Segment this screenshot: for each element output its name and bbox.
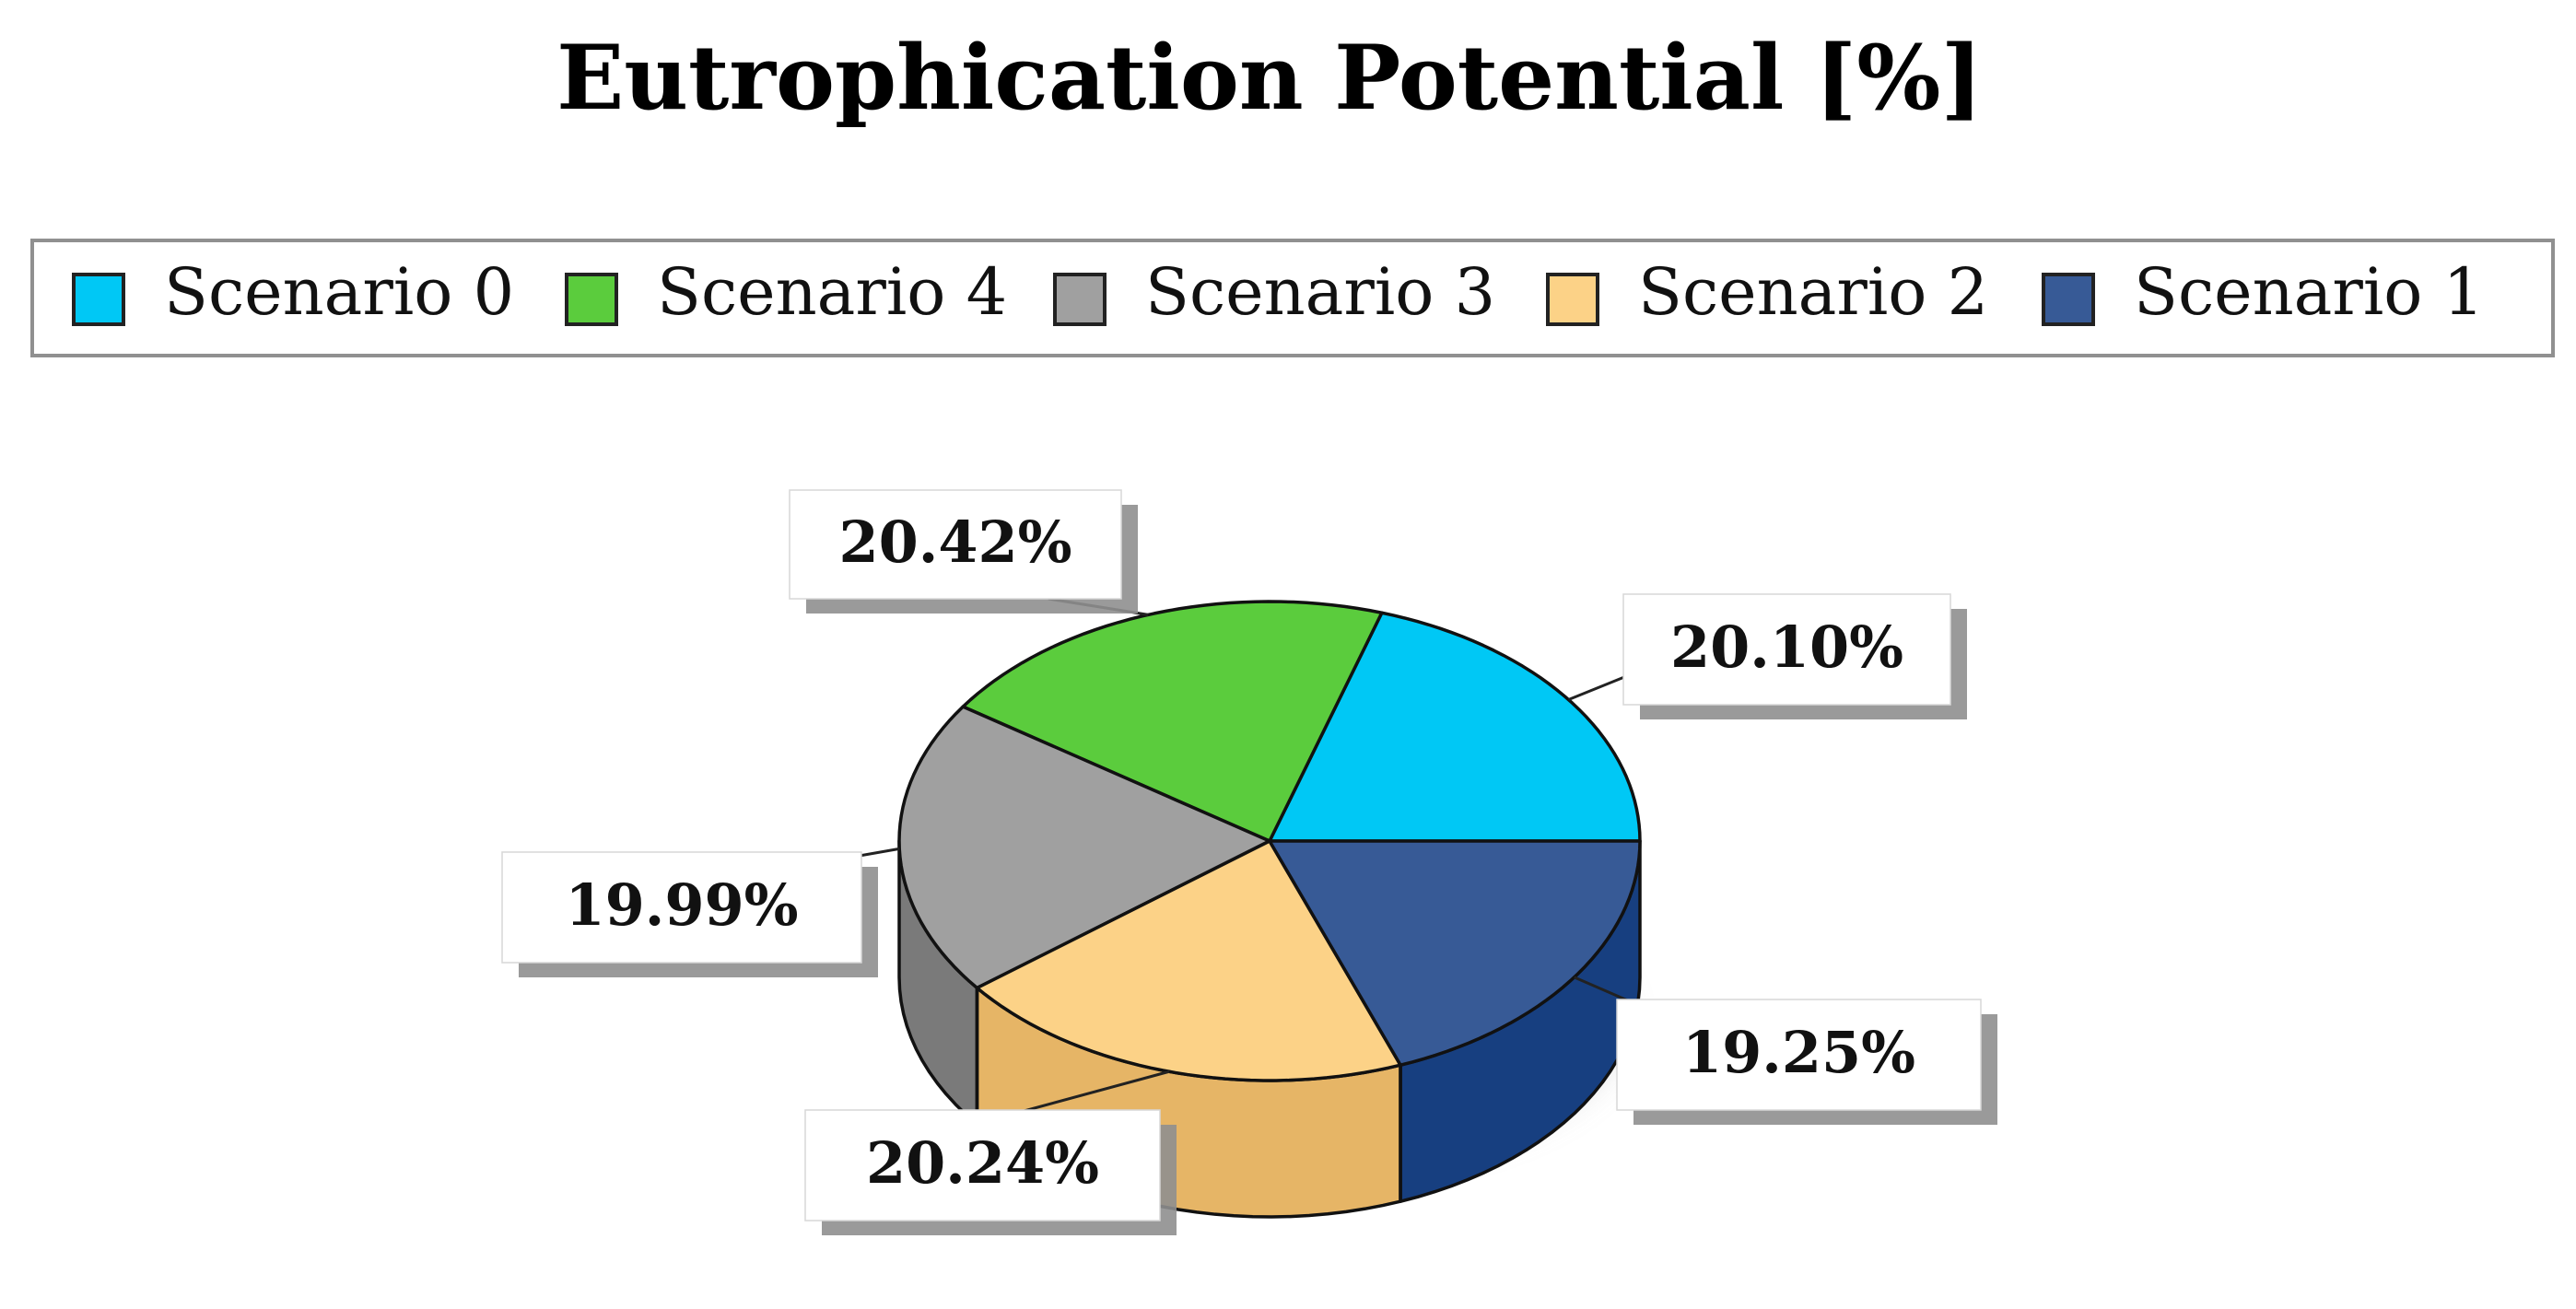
pie-data-label-box-scenario-0 bbox=[1622, 593, 1951, 706]
legend-swatch-scenario-1 bbox=[2042, 273, 2095, 326]
pie-data-label-scenario-4: 20.42% bbox=[789, 489, 1138, 614]
pie-data-label-text-scenario-2: 20.24% bbox=[866, 1129, 1099, 1197]
legend-swatch-scenario-3 bbox=[1053, 273, 1107, 326]
legend-box bbox=[30, 239, 2555, 357]
legend: Scenario 0 Scenario 4 Scenario 3 Scenario 2… bbox=[30, 239, 2555, 357]
pie-data-label-box-scenario-3 bbox=[501, 851, 862, 964]
pie-data-label-box-scenario-1 bbox=[1616, 999, 1982, 1111]
pie-slice-scenario-4 bbox=[961, 600, 1384, 843]
pie-data-label-text-scenario-1: 19.25% bbox=[1682, 1019, 1915, 1086]
legend-swatch-scenario-0 bbox=[72, 273, 125, 326]
pie-data-label-box-scenario-2 bbox=[804, 1109, 1161, 1221]
legend-label-scenario-0: Scenario 0 bbox=[164, 254, 514, 330]
legend-item-scenario-2: Scenario 2 bbox=[1546, 254, 1988, 330]
legend-swatch-scenario-4 bbox=[565, 273, 618, 326]
legend-label-scenario-4: Scenario 4 bbox=[657, 254, 1007, 330]
pie-data-label-text-scenario-0: 20.10% bbox=[1670, 614, 1903, 681]
legend-swatch-scenario-2 bbox=[1546, 273, 1599, 326]
pie-data-label-text-scenario-3: 19.99% bbox=[565, 871, 798, 939]
legend-item-scenario-3: Scenario 3 bbox=[1053, 254, 1495, 330]
pie-data-label-scenario-1: 19.25% bbox=[1616, 999, 1997, 1125]
legend-label-scenario-2: Scenario 2 bbox=[1638, 254, 1988, 330]
legend-label-scenario-3: Scenario 3 bbox=[1145, 254, 1495, 330]
pie-slice-scenario-0 bbox=[1268, 611, 1642, 843]
pie-data-label-scenario-0: 20.10% bbox=[1622, 593, 1967, 719]
pie-data-label-box-scenario-4 bbox=[789, 489, 1122, 600]
legend-item-scenario-4: Scenario 4 bbox=[565, 254, 1007, 330]
legend-item-scenario-0: Scenario 0 bbox=[72, 254, 514, 330]
pie-leader-scenario-0 bbox=[1567, 672, 1633, 701]
chart-title: Eutrophication Potential [%] bbox=[556, 26, 1983, 130]
pie-slice-scenario-2 bbox=[975, 839, 1402, 1082]
pie-tops bbox=[897, 600, 1642, 1082]
legend-item-scenario-1: Scenario 1 bbox=[2042, 254, 2484, 330]
pie-data-label-scenario-3: 19.99% bbox=[501, 851, 878, 977]
pie-slice-scenario-1 bbox=[1268, 839, 1642, 1067]
pie-labels: 20.10% 20.42% 19.99% 20.24% 19.25% bbox=[501, 489, 1997, 1235]
legend-label-scenario-1: Scenario 1 bbox=[2134, 254, 2484, 330]
pie-data-label-scenario-2: 20.24% bbox=[804, 1109, 1177, 1235]
pie-data-label-text-scenario-4: 20.42% bbox=[838, 508, 1071, 576]
